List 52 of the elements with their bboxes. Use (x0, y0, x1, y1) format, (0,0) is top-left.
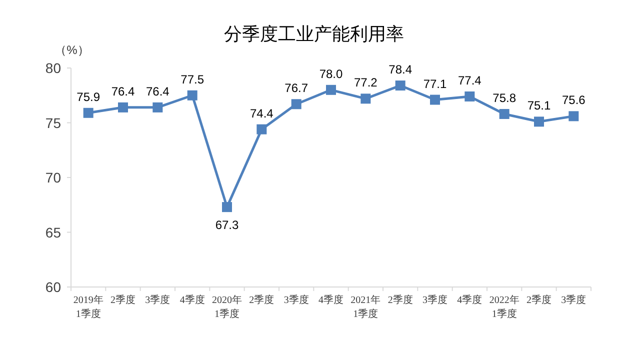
data-label: 75.6 (562, 93, 586, 108)
y-axis-title: （%） (54, 43, 90, 57)
x-tick-label: 3季度 (561, 294, 586, 306)
x-tick-label: 2季度 (249, 294, 274, 306)
x-tick-label: 4季度 (318, 294, 344, 306)
data-label: 75.1 (527, 98, 551, 113)
x-tick-label: 3季度 (284, 294, 309, 306)
data-label: 76.7 (284, 81, 308, 96)
point (534, 116, 544, 127)
data-label: 78.0 (319, 66, 343, 81)
x-tick-label: 2季度 (388, 294, 413, 306)
x-tick-label: 4季度 (180, 294, 205, 306)
x-tick-label: 2020年 1季度 (212, 294, 242, 320)
data-label: 77.1 (423, 76, 447, 91)
point (256, 124, 267, 134)
x-tick-label: 2021年 1季度 (350, 294, 381, 320)
point (152, 102, 163, 112)
point (360, 94, 371, 104)
point (291, 99, 302, 110)
point (430, 94, 440, 105)
x-tick-label: 2季度 (526, 294, 552, 306)
x-tick-label: 3季度 (422, 294, 448, 306)
point (464, 91, 475, 102)
y-tick-label: 60 (45, 279, 62, 295)
x-tick-label: 2季度 (110, 294, 136, 306)
x-tick-label: 2019年 1季度 (73, 294, 104, 320)
data-label: 67.3 (215, 218, 239, 232)
data-label: 77.2 (354, 76, 378, 90)
data-label: 78.4 (388, 62, 412, 77)
y-tick-label: 80 (45, 60, 62, 76)
point (568, 111, 579, 122)
data-label: 76.4 (111, 84, 135, 98)
x-tick-label: 2022年 1季度 (489, 294, 520, 320)
y-tick-label: 65 (45, 224, 62, 240)
data-label: 74.4 (250, 106, 274, 120)
data-label: 75.8 (492, 90, 516, 105)
data-label: 76.4 (146, 84, 170, 98)
point (83, 108, 94, 118)
x-tick-label: 3季度 (145, 294, 170, 306)
y-tick-label: 75 (45, 114, 62, 131)
point (187, 90, 198, 100)
data-label: 77.4 (458, 73, 482, 88)
data-label: 77.5 (180, 72, 204, 86)
point (499, 108, 510, 119)
chart-title: 分季度工业产能利用率 (224, 24, 404, 44)
point (118, 102, 128, 112)
y-tick-label: 70 (45, 170, 62, 186)
x-tick-label: 4季度 (457, 294, 482, 306)
point (222, 202, 232, 212)
point (395, 80, 406, 91)
point (326, 84, 336, 95)
data-label: 75.9 (76, 90, 100, 104)
